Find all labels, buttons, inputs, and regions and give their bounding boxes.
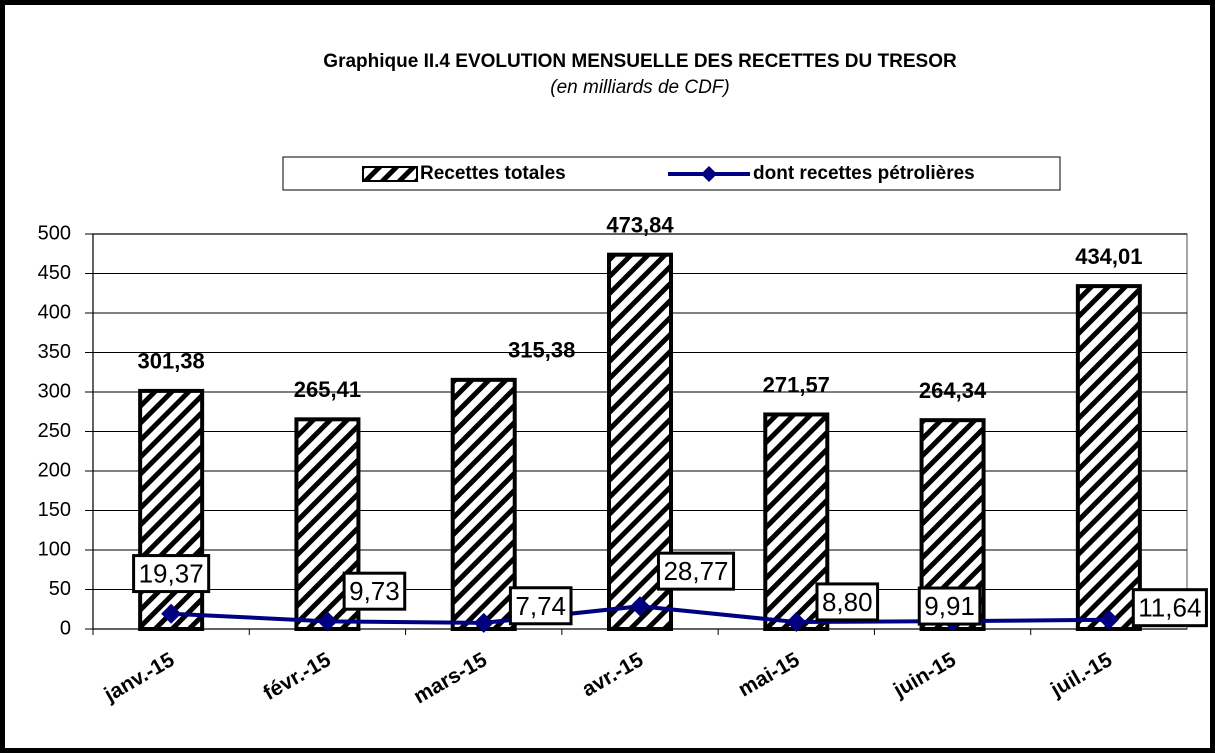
- data-label: 315,38: [508, 338, 575, 363]
- y-tick-label: 350: [38, 341, 71, 363]
- bar: [763, 412, 830, 631]
- data-label: 19,37: [139, 559, 204, 589]
- legend-swatch: [362, 166, 418, 182]
- data-label: 473,84: [606, 212, 674, 237]
- data-label: 9,91: [924, 591, 975, 621]
- legend-marker: [701, 166, 717, 182]
- data-label: 11,64: [1138, 593, 1201, 623]
- bar: [450, 377, 517, 631]
- marker: [786, 612, 807, 633]
- data-label-box: [132, 554, 211, 594]
- legend-label: dont recettes pétrolières: [753, 163, 975, 184]
- data-label-box: [342, 571, 407, 611]
- y-tick-label: 0: [60, 617, 71, 639]
- chart-subtitle: (en milliards de CDF): [550, 77, 729, 98]
- marker: [473, 612, 494, 633]
- bar: [138, 388, 205, 631]
- data-label: 434,01: [1075, 244, 1142, 269]
- data-label: 264,34: [919, 378, 987, 403]
- y-tick-label: 450: [38, 262, 71, 284]
- y-tick-label: 250: [38, 420, 71, 442]
- data-label-box: [1131, 588, 1208, 628]
- data-label: 271,57: [763, 372, 830, 397]
- data-label: 28,77: [663, 556, 728, 586]
- marker: [1098, 609, 1119, 630]
- data-label: 8,80: [822, 587, 873, 617]
- data-label: 265,41: [294, 377, 361, 402]
- data-label-box: [508, 586, 573, 626]
- data-label: 301,38: [137, 349, 204, 374]
- bar: [1075, 284, 1142, 631]
- y-tick-label: 200: [38, 459, 71, 481]
- y-tick-label: 150: [38, 499, 71, 521]
- y-tick-label: 300: [38, 380, 71, 402]
- data-label-box: [917, 586, 982, 626]
- data-label: 7,74: [515, 591, 566, 621]
- marker: [161, 603, 182, 624]
- y-tick-label: 50: [49, 578, 71, 600]
- marker: [630, 596, 650, 617]
- data-label-box: [815, 582, 880, 622]
- data-label: 9,73: [349, 576, 400, 606]
- data-label-box: [656, 551, 736, 591]
- y-tick-label: 100: [38, 538, 71, 560]
- y-tick-label: 400: [38, 301, 71, 323]
- marker: [317, 611, 338, 632]
- y-tick-label: 500: [38, 222, 71, 244]
- chart-title: Graphique II.4 EVOLUTION MENSUELLE DES R…: [323, 51, 957, 72]
- legend-label: Recettes totales: [420, 163, 566, 184]
